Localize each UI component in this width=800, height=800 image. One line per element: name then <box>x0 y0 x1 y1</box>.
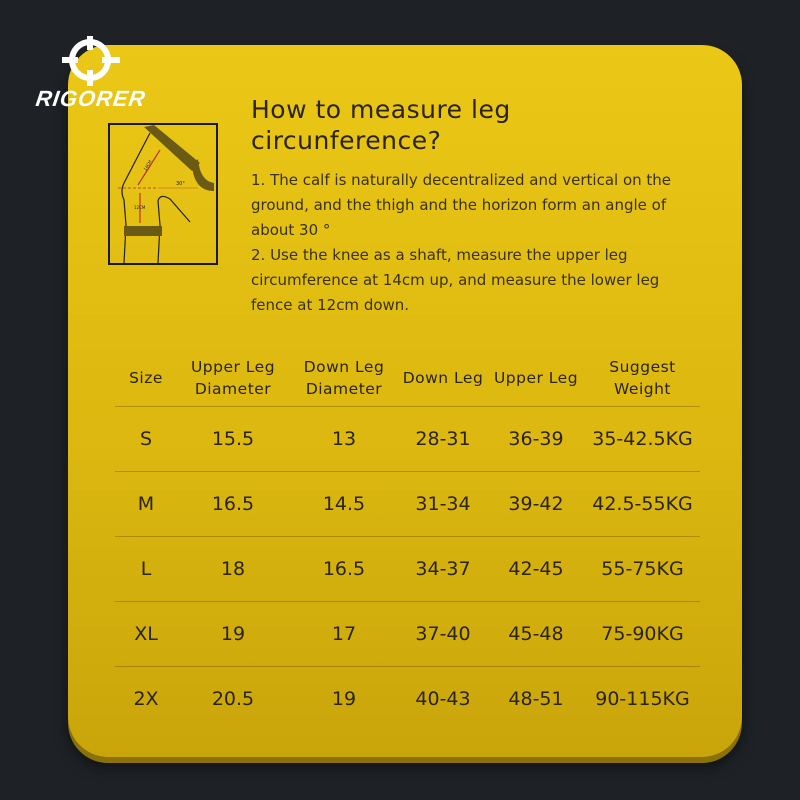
table-cell: 75-90KG <box>601 623 684 645</box>
diagram-label-upper: 14CM <box>143 159 153 172</box>
table-cell: 28-31 <box>415 428 471 450</box>
instructions: 1. The calf is naturally decentralized a… <box>251 168 701 318</box>
instruction-1: 1. The calf is naturally decentralized a… <box>251 171 672 239</box>
table-cell: 17 <box>331 623 357 645</box>
table-row: 2X 20.5 19 40-43 48-51 90-115KG <box>115 667 700 731</box>
table-row: XL 19 17 37-40 45-48 75-90KG <box>115 602 700 667</box>
table-cell: 45-48 <box>508 623 564 645</box>
table-cell: 42-45 <box>508 558 564 580</box>
table-header: Size Upper Leg Diameter Down Leg Diameter D… <box>115 350 700 407</box>
diagram-label-lower: 12CM <box>134 205 146 210</box>
table-cell: 15.5 <box>211 428 255 450</box>
crosshair-icon <box>62 36 120 86</box>
table-cell: 20.5 <box>211 688 255 710</box>
table-cell: 2X <box>133 688 159 710</box>
table-cell: 13 <box>331 428 357 450</box>
column-header: Upper Leg Diameter <box>190 358 276 398</box>
table-cell: XL <box>134 623 158 645</box>
size-chart-card <box>68 45 742 757</box>
brand-logo: RIGORER <box>34 86 148 111</box>
table-cell: 16.5 <box>322 558 366 580</box>
table-cell: 55-75KG <box>601 558 684 580</box>
table-cell: 19 <box>331 688 357 710</box>
table-cell: L <box>140 558 152 580</box>
table-cell: 37-40 <box>415 623 471 645</box>
table-cell: 34-37 <box>415 558 471 580</box>
table-cell: 14.5 <box>322 493 366 515</box>
column-header: Suggest Weight <box>609 358 676 398</box>
size-table: Size Upper Leg Diameter Down Leg Diameter D… <box>115 350 700 731</box>
table-cell: M <box>137 493 155 515</box>
table-cell: S <box>139 428 153 450</box>
table-cell: 40-43 <box>415 688 471 710</box>
instruction-2: 2. Use the knee as a shaft, measure the … <box>251 246 660 314</box>
table-cell: 39-42 <box>508 493 564 515</box>
table-cell: 31-34 <box>415 493 471 515</box>
table-cell: 35-42.5KG <box>592 428 693 450</box>
column-header: Size <box>129 369 163 387</box>
column-header: Down Leg Diameter <box>303 358 385 398</box>
table-cell: 48-51 <box>508 688 564 710</box>
knee-measurement-diagram: 14CM 12CM 30° <box>108 123 218 265</box>
table-cell: 42.5-55KG <box>592 493 693 515</box>
table-cell: 19 <box>220 623 246 645</box>
table-row: S 15.5 13 28-31 36-39 35-42.5KG <box>115 407 700 472</box>
table-cell: 16.5 <box>211 493 255 515</box>
table-row: M 16.5 14.5 31-34 39-42 42.5-55KG <box>115 472 700 537</box>
table-cell: 18 <box>220 558 246 580</box>
table-cell: 36-39 <box>508 428 564 450</box>
page-title: How to measure leg circunference? <box>251 95 511 155</box>
column-header: Upper Leg <box>493 369 579 387</box>
table-row: L 18 16.5 34-37 42-45 55-75KG <box>115 537 700 602</box>
column-header: Down Leg <box>402 369 484 387</box>
diagram-label-angle: 30° <box>176 181 185 187</box>
table-cell: 90-115KG <box>595 688 690 710</box>
